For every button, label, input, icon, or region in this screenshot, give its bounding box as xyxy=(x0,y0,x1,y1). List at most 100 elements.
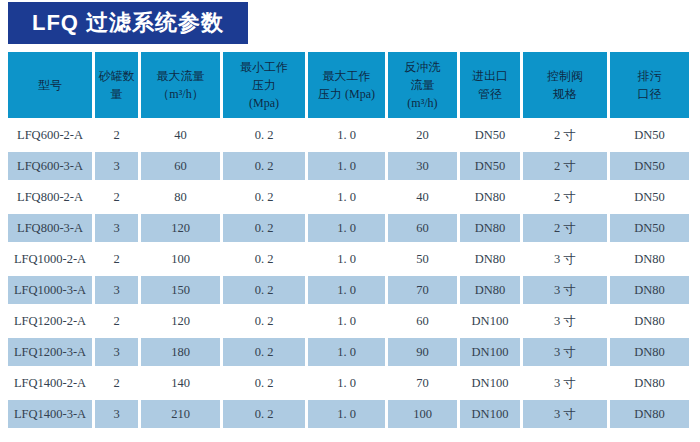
cell-min-working-pressure: 0. 2 xyxy=(223,400,305,428)
cell-sand-tank-count: 2 xyxy=(95,307,138,335)
cell-drain-diameter: DN80 xyxy=(610,369,689,397)
cell-max-working-pressure: 1. 0 xyxy=(308,307,385,335)
table-row: LFQ1000-3-A 3 150 0. 2 1. 0 70 DN80 3 寸 … xyxy=(8,276,689,304)
cell-sand-tank-count: 3 xyxy=(95,400,138,428)
page-title: LFQ 过滤系统参数 xyxy=(8,2,248,44)
cell-max-flow: 120 xyxy=(141,307,220,335)
cell-min-working-pressure: 0. 2 xyxy=(223,338,305,366)
cell-max-working-pressure: 1. 0 xyxy=(308,214,385,242)
table-header: 型号 砂罐数 量 最大流量 （m³/h） 最小工作 压力 (Mpa) 最大工作 … xyxy=(8,52,689,118)
cell-control-valve-spec: 3 寸 xyxy=(523,369,607,397)
table-row: LFQ800-2-A 2 80 0. 2 1. 0 40 DN80 2 寸 DN… xyxy=(8,183,689,211)
cell-drain-diameter: DN80 xyxy=(610,338,689,366)
cell-model: LFQ600-3-A xyxy=(8,152,92,180)
column-header-drain-diameter: 排污 口径 xyxy=(610,52,689,118)
cell-max-flow: 60 xyxy=(141,152,220,180)
cell-model: LFQ1200-2-A xyxy=(8,307,92,335)
cell-backwash-flow: 90 xyxy=(388,338,457,366)
cell-model: LFQ600-2-A xyxy=(8,121,92,149)
page: LFQ 过滤系统参数 型号 砂罐数 量 最大流量 （m³/h） 最小工作 压力 … xyxy=(0,0,700,442)
column-header-max-flow: 最大流量 （m³/h） xyxy=(141,52,220,118)
cell-sand-tank-count: 3 xyxy=(95,214,138,242)
cell-max-flow: 210 xyxy=(141,400,220,428)
cell-model: LFQ1400-2-A xyxy=(8,369,92,397)
cell-control-valve-spec: 3 寸 xyxy=(523,400,607,428)
cell-inlet-outlet-pipe-diameter: DN50 xyxy=(460,152,520,180)
cell-model: LFQ1000-3-A xyxy=(8,276,92,304)
header-row: 型号 砂罐数 量 最大流量 （m³/h） 最小工作 压力 (Mpa) 最大工作 … xyxy=(8,52,689,118)
cell-drain-diameter: DN50 xyxy=(610,183,689,211)
cell-max-working-pressure: 1. 0 xyxy=(308,276,385,304)
cell-control-valve-spec: 2 寸 xyxy=(523,183,607,211)
cell-drain-diameter: DN50 xyxy=(610,121,689,149)
cell-model: LFQ1200-3-A xyxy=(8,338,92,366)
column-header-backwash-flow: 反冲洗 流量 (m³/h) xyxy=(388,52,457,118)
cell-backwash-flow: 60 xyxy=(388,214,457,242)
cell-inlet-outlet-pipe-diameter: DN80 xyxy=(460,245,520,273)
cell-min-working-pressure: 0. 2 xyxy=(223,245,305,273)
cell-inlet-outlet-pipe-diameter: DN80 xyxy=(460,183,520,211)
table-row: LFQ600-3-A 3 60 0. 2 1. 0 30 DN50 2 寸 DN… xyxy=(8,152,689,180)
cell-inlet-outlet-pipe-diameter: DN100 xyxy=(460,369,520,397)
cell-sand-tank-count: 2 xyxy=(95,369,138,397)
cell-control-valve-spec: 3 寸 xyxy=(523,245,607,273)
cell-min-working-pressure: 0. 2 xyxy=(223,369,305,397)
cell-min-working-pressure: 0. 2 xyxy=(223,214,305,242)
cell-drain-diameter: DN80 xyxy=(610,400,689,428)
cell-max-flow: 80 xyxy=(141,183,220,211)
table-row: LFQ1200-3-A 3 180 0. 2 1. 0 90 DN100 3 寸… xyxy=(8,338,689,366)
cell-sand-tank-count: 3 xyxy=(95,152,138,180)
cell-backwash-flow: 60 xyxy=(388,307,457,335)
column-header-sand-tank-count: 砂罐数 量 xyxy=(95,52,138,118)
cell-control-valve-spec: 3 寸 xyxy=(523,307,607,335)
cell-drain-diameter: DN50 xyxy=(610,214,689,242)
table-body: LFQ600-2-A 2 40 0. 2 1. 0 20 DN50 2 寸 DN… xyxy=(8,121,689,428)
cell-max-flow: 150 xyxy=(141,276,220,304)
cell-inlet-outlet-pipe-diameter: DN100 xyxy=(460,400,520,428)
cell-backwash-flow: 30 xyxy=(388,152,457,180)
cell-control-valve-spec: 3 寸 xyxy=(523,276,607,304)
cell-inlet-outlet-pipe-diameter: DN80 xyxy=(460,214,520,242)
cell-min-working-pressure: 0. 2 xyxy=(223,276,305,304)
table-row: LFQ1000-2-A 2 100 0. 2 1. 0 50 DN80 3 寸 … xyxy=(8,245,689,273)
table-row: LFQ1200-2-A 2 120 0. 2 1. 0 60 DN100 3 寸… xyxy=(8,307,689,335)
cell-model: LFQ800-2-A xyxy=(8,183,92,211)
cell-backwash-flow: 70 xyxy=(388,369,457,397)
cell-model: LFQ1000-2-A xyxy=(8,245,92,273)
cell-sand-tank-count: 2 xyxy=(95,121,138,149)
cell-sand-tank-count: 3 xyxy=(95,276,138,304)
cell-sand-tank-count: 3 xyxy=(95,338,138,366)
table-row: LFQ1400-2-A 2 140 0. 2 1. 0 70 DN100 3 寸… xyxy=(8,369,689,397)
cell-max-working-pressure: 1. 0 xyxy=(308,369,385,397)
cell-backwash-flow: 70 xyxy=(388,276,457,304)
cell-max-flow: 40 xyxy=(141,121,220,149)
cell-backwash-flow: 40 xyxy=(388,183,457,211)
cell-max-working-pressure: 1. 0 xyxy=(308,152,385,180)
parameters-table: 型号 砂罐数 量 最大流量 （m³/h） 最小工作 压力 (Mpa) 最大工作 … xyxy=(5,49,692,431)
cell-backwash-flow: 20 xyxy=(388,121,457,149)
cell-control-valve-spec: 2 寸 xyxy=(523,152,607,180)
column-header-inlet-outlet-pipe-diameter: 进出口 管径 xyxy=(460,52,520,118)
cell-inlet-outlet-pipe-diameter: DN100 xyxy=(460,338,520,366)
cell-model: LFQ1400-3-A xyxy=(8,400,92,428)
cell-min-working-pressure: 0. 2 xyxy=(223,121,305,149)
cell-max-flow: 100 xyxy=(141,245,220,273)
table-row: LFQ600-2-A 2 40 0. 2 1. 0 20 DN50 2 寸 DN… xyxy=(8,121,689,149)
cell-inlet-outlet-pipe-diameter: DN80 xyxy=(460,276,520,304)
column-header-min-working-pressure: 最小工作 压力 (Mpa) xyxy=(223,52,305,118)
cell-max-working-pressure: 1. 0 xyxy=(308,400,385,428)
cell-max-flow: 180 xyxy=(141,338,220,366)
column-header-control-valve-spec: 控制阀 规格 xyxy=(523,52,607,118)
cell-max-working-pressure: 1. 0 xyxy=(308,245,385,273)
cell-min-working-pressure: 0. 2 xyxy=(223,183,305,211)
cell-min-working-pressure: 0. 2 xyxy=(223,152,305,180)
cell-min-working-pressure: 0. 2 xyxy=(223,307,305,335)
cell-drain-diameter: DN50 xyxy=(610,152,689,180)
cell-max-flow: 120 xyxy=(141,214,220,242)
cell-sand-tank-count: 2 xyxy=(95,183,138,211)
cell-drain-diameter: DN80 xyxy=(610,245,689,273)
table-row: LFQ800-3-A 3 120 0. 2 1. 0 60 DN80 2 寸 D… xyxy=(8,214,689,242)
cell-backwash-flow: 100 xyxy=(388,400,457,428)
cell-drain-diameter: DN80 xyxy=(610,307,689,335)
cell-inlet-outlet-pipe-diameter: DN100 xyxy=(460,307,520,335)
